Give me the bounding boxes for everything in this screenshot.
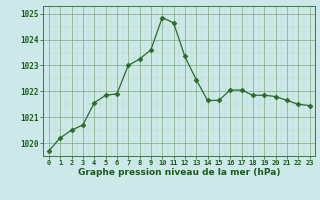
X-axis label: Graphe pression niveau de la mer (hPa): Graphe pression niveau de la mer (hPa) <box>78 168 280 177</box>
